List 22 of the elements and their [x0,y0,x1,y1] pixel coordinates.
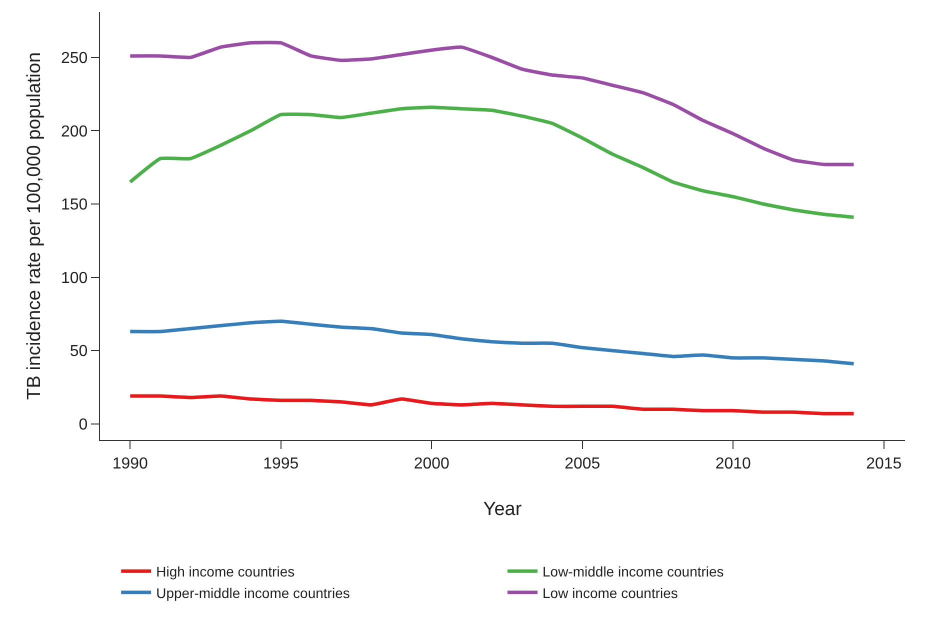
y-axis-title: TB incidence rate per 100,000 population [24,52,45,400]
legend-label: Upper-middle income countries [156,584,350,601]
x-tick-label: 1990 [112,455,148,472]
x-tick-label: 2005 [564,455,600,472]
y-tick-label: 250 [60,50,88,68]
legend-label: Low income countries [542,584,678,601]
x-tick-label: 2000 [414,455,450,472]
line-series [128,320,856,366]
y-tick-label: 200 [60,123,88,140]
legend-label: Low-middle income countries [542,564,724,580]
legend-label: High income countries [156,564,295,580]
y-tick-label: 150 [60,196,88,214]
line-series [128,394,856,416]
y-tick-label: 50 [70,343,88,360]
x-axis-title: Year [483,499,522,520]
x-tick-label: 2015 [866,455,902,472]
x-tick-label: 2010 [715,455,752,472]
y-tick-label: 100 [60,270,88,287]
x-tick-label: 1995 [263,455,299,472]
line-series [128,106,856,219]
line-series [128,40,856,166]
y-tick-label: 0 [78,416,88,434]
